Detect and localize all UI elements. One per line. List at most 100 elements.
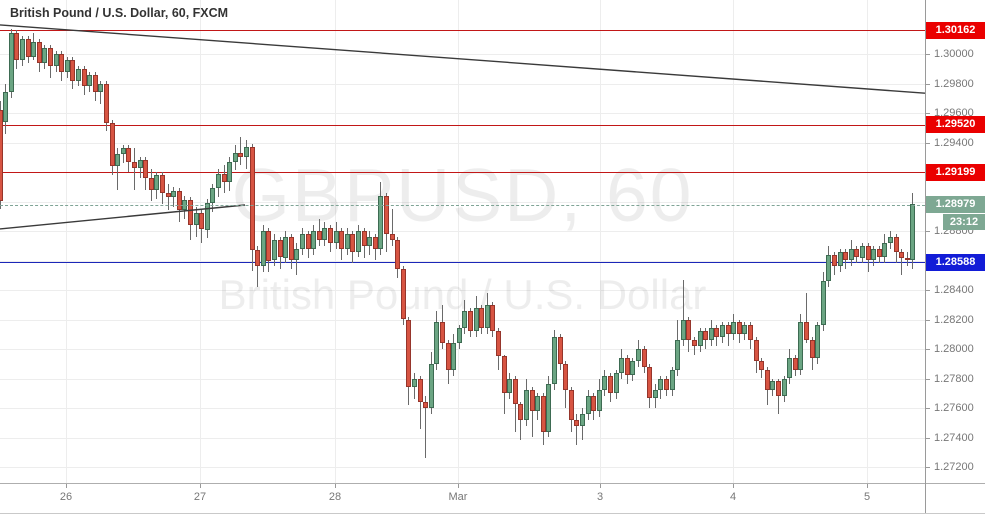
watermark-symbol: GBPUSD, 60 bbox=[231, 153, 694, 237]
price-axis[interactable]: 1.300001.298001.296001.294001.292001.290… bbox=[926, 0, 985, 483]
candle-down bbox=[904, 257, 910, 261]
gridline-vertical bbox=[733, 0, 734, 483]
time-tick bbox=[733, 484, 734, 488]
candle-down bbox=[372, 236, 378, 249]
chart-plot-area[interactable]: GBPUSD, 60 British Pound / U.S. Dollar B… bbox=[0, 0, 925, 483]
candle-up bbox=[232, 152, 238, 162]
candle-up bbox=[378, 195, 384, 249]
candle-down bbox=[395, 239, 401, 270]
candle-up bbox=[602, 375, 608, 391]
candle-up bbox=[193, 213, 199, 226]
candle-down bbox=[792, 357, 798, 370]
candle-down bbox=[803, 322, 809, 341]
candle-up bbox=[619, 357, 625, 373]
candle-up bbox=[815, 325, 821, 358]
candle-down bbox=[131, 161, 137, 168]
candle-up bbox=[507, 378, 513, 394]
price-tick-label: 1.28200 bbox=[934, 313, 974, 326]
candle-down bbox=[361, 231, 367, 246]
price-tick-label: 1.29800 bbox=[934, 77, 974, 90]
candle-up bbox=[848, 248, 854, 261]
candle-down bbox=[159, 174, 165, 193]
candle-down bbox=[406, 319, 412, 388]
gridline-horizontal bbox=[0, 408, 925, 409]
candle-down bbox=[607, 375, 613, 394]
candle-up bbox=[87, 74, 93, 87]
candle-down bbox=[641, 349, 647, 367]
candle-up bbox=[546, 384, 552, 432]
time-tick-label: 26 bbox=[59, 491, 73, 503]
candle-up bbox=[473, 307, 479, 332]
candle-down bbox=[714, 328, 720, 338]
candle-down bbox=[686, 319, 692, 341]
price-tick-label: 1.30000 bbox=[934, 48, 974, 60]
candle-down bbox=[36, 42, 42, 63]
candle-up bbox=[697, 331, 703, 346]
price-tick bbox=[926, 54, 930, 55]
candle-down bbox=[350, 233, 356, 252]
gridline-horizontal bbox=[0, 142, 925, 144]
candle-up bbox=[294, 248, 300, 261]
candle-down bbox=[691, 340, 697, 347]
time-tick-label: 5 bbox=[863, 491, 871, 503]
candle-down bbox=[288, 236, 294, 261]
candle-wick bbox=[682, 279, 684, 347]
time-tick-label: 4 bbox=[729, 491, 737, 503]
price-tick bbox=[926, 231, 930, 232]
candle-down bbox=[81, 68, 87, 87]
support-line[interactable] bbox=[0, 262, 925, 263]
candle-up bbox=[630, 360, 636, 376]
candle-up bbox=[535, 396, 541, 411]
candle-down bbox=[176, 191, 182, 211]
support-price-badge: 1.28588 bbox=[926, 254, 985, 271]
time-tick bbox=[600, 484, 601, 488]
bar-countdown-badge: 23:12 bbox=[943, 214, 985, 230]
candle-up bbox=[355, 231, 361, 252]
candle-up bbox=[428, 363, 434, 408]
watermark: GBPUSD, 60 British Pound / U.S. Dollar bbox=[219, 153, 707, 316]
resistance-line[interactable] bbox=[0, 172, 925, 173]
candle-down bbox=[14, 33, 20, 60]
candle-down bbox=[25, 39, 31, 57]
candle-wick bbox=[901, 248, 903, 276]
candle-down bbox=[512, 378, 518, 404]
price-tick-label: 1.27800 bbox=[934, 372, 974, 385]
candle-down bbox=[495, 331, 501, 357]
trendline[interactable] bbox=[0, 204, 246, 230]
candle-down bbox=[255, 250, 261, 267]
candle-wick bbox=[240, 136, 242, 165]
candle-up bbox=[781, 378, 787, 397]
gridline-horizontal bbox=[0, 349, 925, 350]
candle-wick bbox=[576, 413, 578, 445]
gridline-horizontal bbox=[0, 54, 925, 55]
candle-up bbox=[411, 378, 417, 388]
candle-down bbox=[221, 173, 227, 183]
price-tick-label: 1.27200 bbox=[934, 461, 974, 473]
candle-up bbox=[910, 204, 916, 261]
time-tick bbox=[458, 484, 459, 488]
candle-up bbox=[19, 39, 25, 60]
candle-up bbox=[227, 161, 233, 183]
price-tick bbox=[926, 467, 930, 468]
gridline-vertical bbox=[66, 0, 67, 483]
candle-up bbox=[871, 248, 877, 261]
trendline[interactable] bbox=[0, 24, 925, 94]
gridline-horizontal bbox=[0, 290, 925, 291]
candle-down bbox=[249, 146, 255, 251]
time-axis[interactable]: 26 27 28 Mar 3 4 5 bbox=[0, 483, 985, 514]
candle-up bbox=[367, 236, 373, 246]
candle-up bbox=[579, 413, 585, 426]
candle-up bbox=[8, 33, 14, 93]
resistance-line[interactable] bbox=[0, 30, 925, 31]
candle-up bbox=[826, 254, 832, 282]
time-tick bbox=[66, 484, 67, 488]
candle-up bbox=[551, 337, 557, 385]
price-tick bbox=[926, 290, 930, 291]
price-tick bbox=[926, 113, 930, 114]
candle-down bbox=[0, 110, 3, 202]
candle-wick bbox=[777, 378, 779, 414]
resistance-line[interactable] bbox=[0, 125, 925, 126]
candle-up bbox=[215, 173, 221, 189]
price-tick bbox=[926, 437, 930, 439]
resistance-price-badge: 1.29520 bbox=[926, 116, 985, 133]
